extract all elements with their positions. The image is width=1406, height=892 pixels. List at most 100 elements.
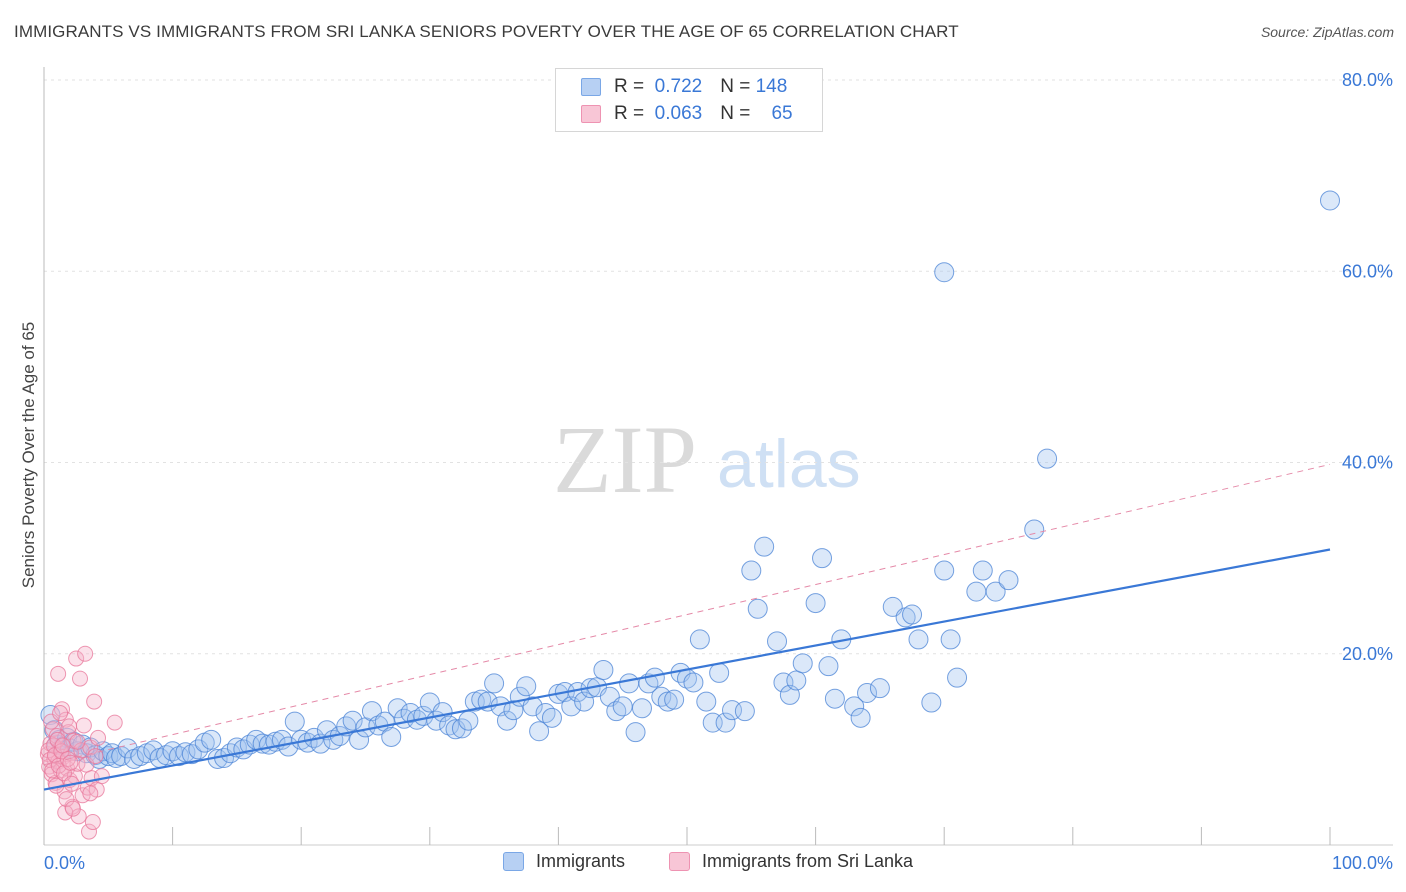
series-sri-lanka-points — [39, 645, 123, 840]
data-point-sri-lanka — [61, 718, 78, 735]
legend-n-label: N = — [720, 76, 751, 97]
watermark-zip: ZIP — [553, 406, 697, 513]
legend-item-sri-lanka[interactable]: Immigrants from Sri Lanka — [669, 851, 913, 872]
data-point-immigrants — [593, 660, 614, 681]
data-point-immigrants — [631, 698, 652, 719]
data-point-sri-lanka — [106, 714, 123, 731]
data-point-sri-lanka — [50, 665, 67, 682]
data-point-immigrants — [741, 560, 762, 581]
trend-line-sri-lanka — [43, 463, 1331, 766]
data-point-immigrants — [812, 548, 833, 569]
legend-r-value: 0.063 — [654, 103, 703, 124]
data-point-sri-lanka — [62, 754, 79, 771]
data-point-immigrants — [715, 712, 736, 733]
data-point-sri-lanka — [52, 705, 69, 722]
data-point-immigrants — [805, 593, 826, 614]
legend-n-label: N = — [720, 103, 751, 124]
data-point-immigrants — [522, 696, 543, 717]
data-point-immigrants — [747, 598, 768, 619]
data-point-sri-lanka — [72, 670, 89, 687]
data-point-immigrants — [934, 560, 955, 581]
data-point-immigrants — [169, 746, 190, 767]
data-point-sri-lanka — [77, 645, 94, 662]
legend-swatch-blue — [503, 852, 524, 871]
data-point-immigrants — [709, 662, 730, 683]
data-point-immigrants — [439, 715, 460, 736]
data-point-immigrants — [1320, 190, 1340, 211]
legend-row-sri-lanka: R = 0.063 N = 65 — [581, 101, 793, 127]
data-point-sri-lanka — [73, 742, 90, 759]
data-point-sri-lanka — [82, 785, 99, 802]
y-tick-label: 80.0% — [1342, 70, 1393, 90]
tick-labels: 20.0% 40.0% 60.0% 80.0% 0.0% 100.0% — [44, 70, 1393, 873]
data-point-sri-lanka — [81, 823, 98, 840]
data-point-sri-lanka — [57, 804, 74, 821]
gridlines — [44, 79, 1393, 655]
correlation-legend: R = 0.722 N = 148 R = 0.063 N = 65 — [555, 68, 823, 132]
data-point-immigrants — [767, 631, 788, 652]
data-point-immigrants — [754, 536, 775, 557]
legend-r-label: R = — [614, 76, 645, 97]
data-point-immigrants — [844, 696, 865, 717]
data-point-immigrants — [387, 698, 408, 719]
data-point-immigrants — [619, 673, 640, 694]
source-credit: Source: ZipAtlas.com — [1260, 24, 1394, 40]
data-point-immigrants — [972, 560, 993, 581]
y-tick-label: 20.0% — [1342, 644, 1393, 664]
data-point-immigrants — [921, 692, 942, 713]
data-point-immigrants — [625, 722, 646, 743]
data-point-immigrants — [792, 653, 813, 674]
legend-label: Immigrants from Sri Lanka — [702, 851, 914, 871]
watermark-atlas: atlas — [717, 426, 861, 502]
data-point-immigrants — [908, 629, 929, 650]
x-tick-label: 0.0% — [44, 853, 85, 873]
data-point-immigrants — [902, 604, 923, 625]
legend-n-value: 65 — [771, 103, 793, 124]
data-point-immigrants — [683, 672, 704, 693]
axes — [43, 67, 1393, 846]
data-point-immigrants — [940, 629, 961, 650]
data-point-sri-lanka — [90, 729, 107, 746]
data-point-sri-lanka — [84, 814, 101, 831]
data-point-immigrants — [529, 721, 550, 742]
data-point-immigrants — [696, 691, 717, 712]
legend-n-value: 148 — [755, 76, 788, 97]
data-point-immigrants — [516, 676, 537, 697]
data-point-immigrants — [934, 262, 955, 283]
series-legend: Immigrants Immigrants from Sri Lanka — [0, 851, 1406, 877]
data-point-immigrants — [284, 711, 305, 732]
data-point-immigrants — [201, 729, 222, 750]
data-point-immigrants — [786, 670, 807, 691]
data-point-immigrants — [612, 696, 633, 717]
data-point-immigrants — [947, 667, 968, 688]
data-point-sri-lanka — [86, 693, 103, 710]
legend-label: Immigrants — [536, 851, 626, 871]
trend-lines — [43, 463, 1331, 791]
data-point-immigrants — [458, 710, 479, 731]
data-point-sri-lanka — [68, 650, 85, 667]
data-point-immigrants — [857, 682, 878, 703]
legend-r-label: R = — [614, 103, 645, 124]
y-tick-label: 40.0% — [1342, 453, 1393, 473]
data-point-immigrants — [1037, 448, 1058, 469]
data-point-immigrants — [541, 707, 562, 728]
legend-swatch-pink — [581, 105, 601, 123]
data-point-sri-lanka — [75, 717, 92, 734]
data-point-immigrants — [574, 691, 595, 712]
data-point-sri-lanka — [58, 791, 75, 808]
data-point-immigrants — [1024, 519, 1045, 540]
data-point-immigrants — [850, 707, 871, 728]
trend-line-immigrants — [43, 548, 1331, 791]
data-point-immigrants — [818, 656, 839, 677]
data-point-immigrants — [773, 672, 794, 693]
data-point-immigrants — [998, 570, 1019, 591]
data-point-immigrants — [496, 710, 517, 731]
legend-item-immigrants[interactable]: Immigrants — [503, 851, 625, 872]
data-point-immigrants — [503, 700, 524, 721]
data-point-sri-lanka — [69, 733, 86, 750]
data-point-immigrants — [734, 701, 755, 722]
data-point-immigrants — [342, 710, 363, 731]
data-point-immigrants — [869, 678, 890, 699]
data-point-immigrants — [824, 688, 845, 709]
